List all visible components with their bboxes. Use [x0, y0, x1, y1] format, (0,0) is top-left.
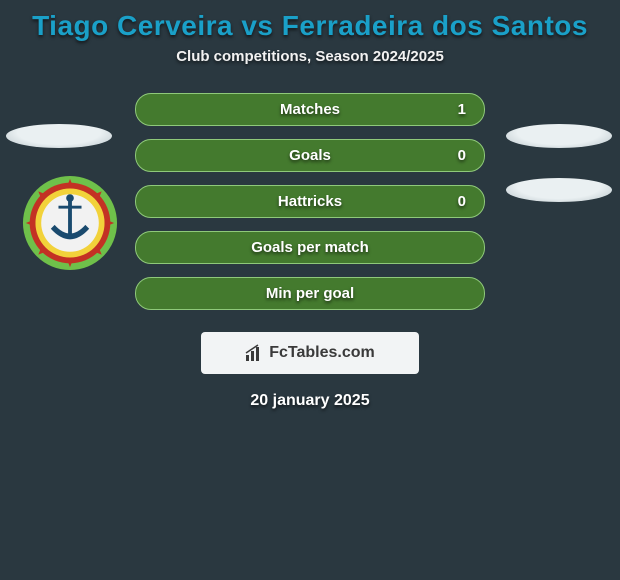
stat-row: Hattricks 0	[135, 185, 485, 218]
crest-icon	[22, 175, 118, 271]
stat-label: Goals per match	[251, 239, 369, 256]
stat-row: Min per goal	[135, 277, 485, 310]
player-left-placeholder	[6, 124, 112, 148]
comparison-title: Tiago Cerveira vs Ferradeira dos Santos	[0, 0, 620, 48]
stat-label: Matches	[280, 101, 340, 118]
club-crest	[22, 175, 118, 271]
stat-label: Hattricks	[278, 193, 342, 210]
attribution-text: FcTables.com	[269, 344, 375, 362]
comparison-subtitle: Club competitions, Season 2024/2025	[0, 48, 620, 65]
player-right-placeholder-1	[506, 124, 612, 148]
attribution-badge: FcTables.com	[201, 332, 419, 374]
player-right-placeholder-2	[506, 178, 612, 202]
stat-row: Goals 0	[135, 139, 485, 172]
bar-chart-icon	[245, 344, 263, 362]
stat-value: 0	[458, 147, 466, 164]
stat-row: Goals per match	[135, 231, 485, 264]
stat-value: 0	[458, 193, 466, 210]
stat-row: Matches 1	[135, 93, 485, 126]
stat-value: 1	[458, 101, 466, 118]
comparison-date: 20 january 2025	[0, 392, 620, 410]
stat-label: Goals	[289, 147, 331, 164]
stat-label: Min per goal	[266, 285, 354, 302]
